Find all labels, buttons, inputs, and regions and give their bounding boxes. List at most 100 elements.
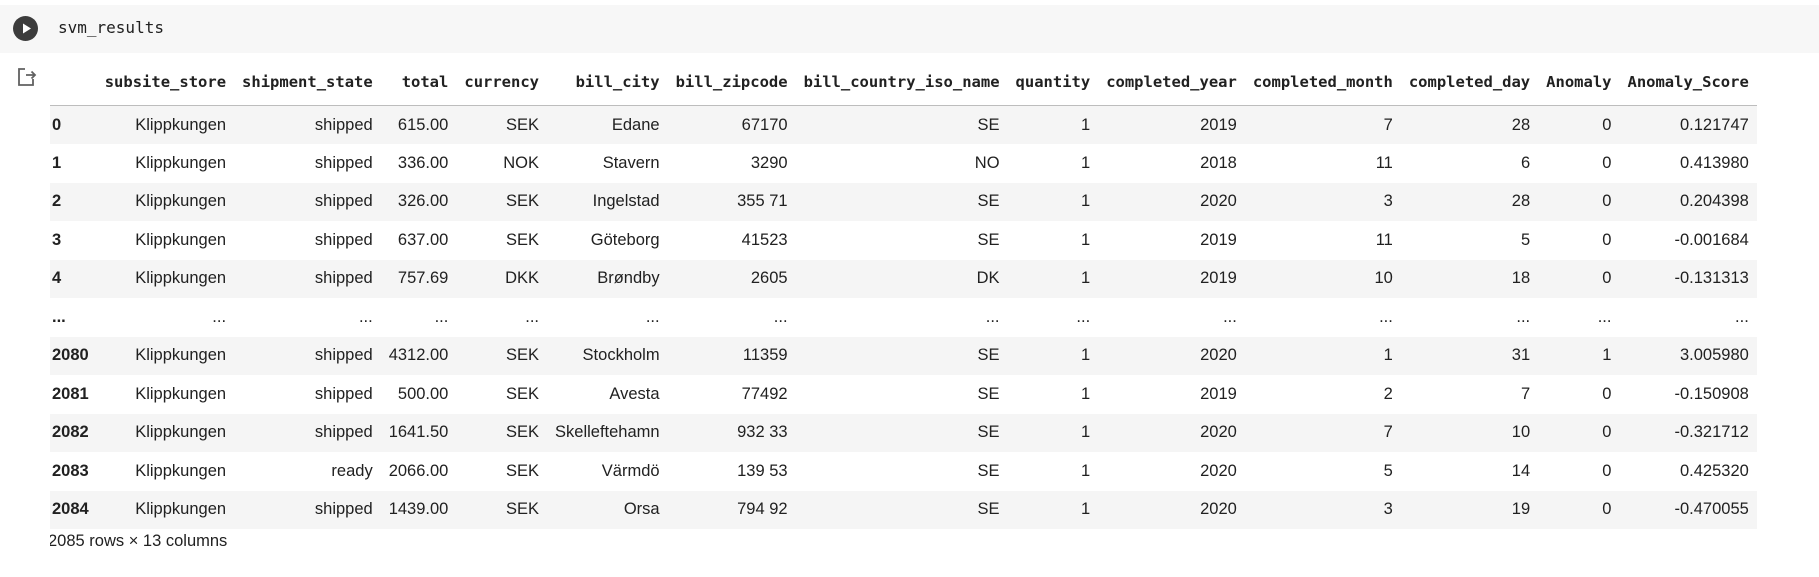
cell-anomaly: 0: [1602, 115, 1612, 134]
cell-anomaly: 0: [1602, 423, 1612, 442]
cell-bill-city: Stockholm: [582, 346, 660, 365]
cell-bill-city: ...: [645, 307, 660, 326]
cell-completed-year: 2020: [1200, 461, 1237, 480]
cell-quantity: 1: [1081, 384, 1091, 403]
cell-shipment-state: shipped: [314, 153, 373, 172]
cell-completed-day: 31: [1511, 346, 1531, 365]
cell-currency: SEK: [505, 384, 540, 403]
table-row: 2080 Klippkungen shipped 4312.00 SEK Stockhol…: [50, 336, 1757, 375]
cell-completed-year: 2019: [1200, 384, 1237, 403]
code-cell[interactable]: svm_results: [0, 5, 1819, 53]
row-index: 2080: [52, 346, 89, 365]
cell-completed-month: ...: [1379, 307, 1393, 326]
cell-subsite-store: Klippkungen: [135, 346, 227, 365]
cell-bill-zipcode: 67170: [741, 115, 788, 134]
cell-bill-zipcode: 11359: [742, 346, 788, 365]
cell-shipment-state: shipped: [314, 115, 373, 134]
cell-bill-country-iso-name: ...: [985, 307, 1000, 326]
cell-total: ...: [434, 307, 449, 326]
play-icon: [23, 23, 31, 34]
cell-anomaly: 0: [1602, 192, 1612, 211]
column-header-subsite-store: subsite_store: [96, 58, 235, 106]
cell-completed-day: 14: [1511, 461, 1531, 480]
cell-bill-country-iso-name: SE: [977, 500, 1000, 519]
table-row: 2082 Klippkungen shipped 1641.50 SEK Skelleft…: [50, 413, 1757, 452]
dataframe-shape-text: 2085 rows × 13 columns: [50, 532, 228, 550]
cell-shipment-state: shipped: [314, 346, 373, 365]
cell-completed-month: 11: [1375, 230, 1393, 249]
cell-bill-city: Edane: [611, 115, 660, 134]
cell-currency: ...: [525, 307, 540, 326]
cell-completed-day: ...: [1516, 307, 1531, 326]
cell-completed-month: 7: [1383, 115, 1393, 134]
table-row: ........................................…: [50, 298, 1757, 337]
cell-bill-zipcode: 139 53: [737, 461, 788, 480]
cell-shipment-state: shipped: [314, 423, 373, 442]
cell-completed-month: 1: [1383, 346, 1393, 365]
row-index: 2: [52, 192, 62, 211]
cell-shipment-state: ready: [331, 461, 373, 480]
table-header: subsite_store shipment_state total currency…: [50, 58, 1757, 106]
table-row: 2084 Klippkungen shipped 1439.00 SEK Orsa 794 …: [50, 490, 1757, 529]
cell-completed-day: 28: [1511, 192, 1531, 211]
cell-anomaly: 1: [1602, 346, 1612, 365]
table-row: 2 Klippkungen shipped 326.00 SEK Ingelstad 355…: [50, 182, 1757, 221]
cell-subsite-store: Klippkungen: [135, 269, 227, 288]
cell-completed-year: 2020: [1200, 423, 1237, 442]
header-row: subsite_store shipment_state total currency…: [50, 58, 1757, 106]
output-redirect-icon[interactable]: [16, 66, 38, 88]
column-header-anomaly: Anomaly: [1538, 58, 1620, 106]
cell-shipment-state: shipped: [314, 192, 373, 211]
cell-anomaly-score: ...: [1735, 307, 1749, 326]
cell-quantity: 1: [1081, 230, 1091, 249]
cell-quantity: 1: [1081, 500, 1091, 519]
cell-currency: NOK: [503, 153, 540, 172]
cell-completed-year: 2020: [1200, 192, 1237, 211]
cell-completed-day: 28: [1511, 115, 1531, 134]
cell-subsite-store: Klippkungen: [135, 423, 227, 442]
cell-bill-country-iso-name: SE: [977, 384, 1000, 403]
cell-bill-city: Stavern: [602, 153, 660, 172]
column-header-bill-city: bill_city: [547, 58, 668, 106]
cell-currency: SEK: [505, 346, 540, 365]
row-index: 2084: [52, 500, 89, 519]
cell-shipment-state: shipped: [314, 384, 373, 403]
cell-completed-year: ...: [1223, 307, 1237, 326]
cell-currency: SEK: [505, 192, 540, 211]
cell-completed-month: 2: [1383, 384, 1393, 403]
cell-bill-zipcode: 3290: [750, 153, 788, 172]
cell-quantity: 1: [1081, 346, 1091, 365]
cell-completed-day: 5: [1520, 230, 1531, 249]
cell-anomaly-score: 0.121747: [1679, 115, 1749, 134]
cell-completed-year: 2020: [1200, 346, 1237, 365]
cell-total: 326.00: [397, 192, 449, 211]
cell-quantity: 1: [1081, 192, 1091, 211]
cell-bill-country-iso-name: SE: [977, 230, 1000, 249]
cell-anomaly-score: -0.131313: [1674, 269, 1749, 288]
code-editor-text[interactable]: svm_results: [58, 18, 164, 37]
run-cell-button[interactable]: [13, 16, 38, 41]
cell-bill-country-iso-name: SE: [977, 346, 1000, 365]
cell-bill-country-iso-name: SE: [977, 115, 1000, 134]
cell-anomaly: 0: [1602, 461, 1612, 480]
cell-subsite-store: Klippkungen: [135, 500, 227, 519]
cell-bill-zipcode: 932 33: [737, 423, 788, 442]
cell-currency: SEK: [505, 500, 540, 519]
cell-completed-month: 5: [1383, 461, 1393, 480]
cell-completed-day: 10: [1511, 423, 1531, 442]
cell-shipment-state: shipped: [314, 500, 373, 519]
cell-bill-city: Göteborg: [590, 230, 660, 249]
cell-currency: SEK: [505, 230, 540, 249]
cell-completed-day: 7: [1520, 384, 1531, 403]
cell-bill-zipcode: ...: [773, 307, 788, 326]
cell-output: subsite_store shipment_state total currency…: [50, 58, 1819, 577]
cell-bill-zipcode: 794 92: [737, 500, 788, 519]
dataframe-table: subsite_store shipment_state total currency…: [50, 58, 1757, 529]
cell-anomaly-score: 0.425320: [1679, 461, 1749, 480]
cell-currency: DKK: [505, 269, 540, 288]
cell-anomaly-score: -0.470055: [1674, 500, 1749, 519]
cell-completed-day: 18: [1511, 269, 1531, 288]
cell-bill-city: Avesta: [609, 384, 660, 403]
cell-completed-year: 2019: [1200, 269, 1237, 288]
index-header: [50, 58, 97, 106]
